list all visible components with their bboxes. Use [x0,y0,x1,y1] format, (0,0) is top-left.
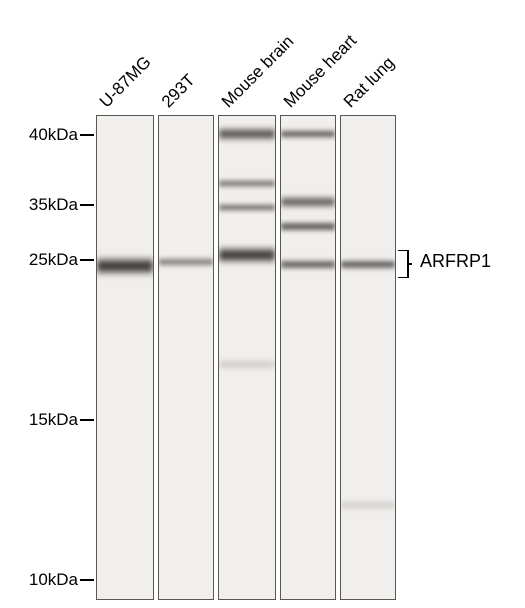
mw-tick [80,419,94,421]
mw-label: 10kDa [0,570,78,590]
band [281,259,335,270]
lane-5 [340,115,396,600]
mw-tick [80,204,94,206]
band [341,259,395,270]
band [159,257,213,267]
band [219,203,275,212]
band [219,179,275,188]
lane-label: U-87MG [96,52,156,112]
band [97,256,153,276]
band [219,361,275,368]
lane-label: Rat lung [340,53,399,112]
mw-tick [80,579,94,581]
lane-3 [218,115,276,600]
mw-label: 25kDa [0,250,78,270]
lane-label: 293T [158,70,200,112]
mw-label: 35kDa [0,195,78,215]
band [219,127,275,141]
lane-1 [96,115,154,600]
annotation-label: ARFRP1 [420,251,491,272]
band [281,196,335,208]
mw-tick [80,259,94,261]
western-blot-figure: U-87MG293TMouse brainMouse heartRat lung… [0,0,525,608]
annotation-bracket [398,250,412,283]
band [281,129,335,139]
lane-2 [158,115,214,600]
band [281,221,335,232]
mw-label: 15kDa [0,410,78,430]
band [219,246,275,264]
mw-label: 40kDa [0,125,78,145]
band [341,501,395,509]
mw-tick [80,134,94,136]
lane-4 [280,115,336,600]
